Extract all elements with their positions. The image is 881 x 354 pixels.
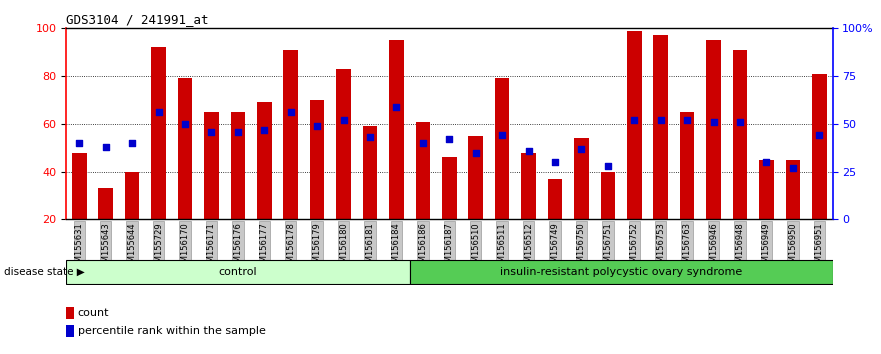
Bar	[337, 69, 351, 219]
Bar	[178, 79, 192, 219]
Text: insulin-resistant polycystic ovary syndrome: insulin-resistant polycystic ovary syndr…	[500, 267, 742, 277]
Point	[627, 117, 641, 123]
Point	[152, 110, 166, 115]
Bar	[627, 31, 641, 219]
Point	[522, 148, 536, 154]
Point	[416, 140, 430, 146]
Bar	[389, 40, 403, 219]
Bar	[284, 50, 298, 219]
Point	[654, 117, 668, 123]
Bar	[654, 35, 668, 219]
Bar	[680, 112, 694, 219]
Bar	[442, 157, 456, 219]
Bar	[707, 40, 721, 219]
Point	[337, 117, 351, 123]
Point	[680, 117, 694, 123]
Text: disease state ▶: disease state ▶	[4, 267, 85, 277]
Point	[707, 119, 721, 125]
Bar	[733, 50, 747, 219]
Bar	[522, 153, 536, 219]
Bar	[812, 74, 826, 219]
Point	[125, 140, 139, 146]
Point	[759, 159, 774, 165]
Bar	[495, 79, 509, 219]
FancyBboxPatch shape	[410, 260, 833, 284]
Bar	[257, 102, 271, 219]
Point	[548, 159, 562, 165]
Bar	[416, 121, 430, 219]
Point	[733, 119, 747, 125]
Bar	[231, 112, 245, 219]
Point	[442, 136, 456, 142]
Point	[786, 165, 800, 171]
Point	[284, 110, 298, 115]
Bar	[125, 172, 139, 219]
Bar	[574, 138, 589, 219]
Text: count: count	[78, 308, 109, 318]
Bar	[759, 160, 774, 219]
Point	[178, 121, 192, 127]
Bar	[72, 153, 86, 219]
Bar	[66, 325, 74, 337]
Point	[601, 163, 615, 169]
Point	[257, 127, 271, 132]
Point	[99, 144, 113, 150]
Point	[363, 135, 377, 140]
Bar	[363, 126, 377, 219]
Bar	[204, 112, 218, 219]
Point	[812, 132, 826, 138]
Point	[231, 129, 245, 135]
Point	[72, 140, 86, 146]
Bar	[310, 100, 324, 219]
Bar	[66, 307, 74, 319]
Text: percentile rank within the sample: percentile rank within the sample	[78, 326, 265, 336]
Point	[204, 129, 218, 135]
Point	[469, 150, 483, 155]
Text: control: control	[218, 267, 257, 277]
Text: GDS3104 / 241991_at: GDS3104 / 241991_at	[66, 13, 209, 26]
Point	[574, 146, 589, 152]
Point	[389, 104, 403, 109]
Bar	[152, 47, 166, 219]
Point	[495, 132, 509, 138]
Bar	[469, 136, 483, 219]
Bar	[99, 188, 113, 219]
Point	[310, 123, 324, 129]
Bar	[548, 179, 562, 219]
FancyBboxPatch shape	[66, 260, 410, 284]
Bar	[786, 160, 800, 219]
Bar	[601, 172, 615, 219]
